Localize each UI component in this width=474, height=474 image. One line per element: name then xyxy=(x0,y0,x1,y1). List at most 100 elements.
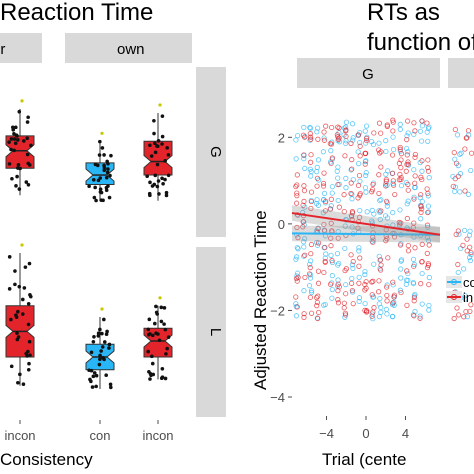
data-point xyxy=(107,342,112,347)
data-point xyxy=(98,357,102,362)
data-point xyxy=(356,274,362,280)
data-point xyxy=(370,239,376,245)
data-point xyxy=(425,157,431,163)
data-point xyxy=(163,376,168,381)
y-tick-label: −2 xyxy=(270,303,285,318)
data-point xyxy=(104,175,109,180)
data-point xyxy=(412,180,418,186)
data-point xyxy=(405,118,411,124)
data-point xyxy=(154,331,158,335)
data-point xyxy=(342,245,348,252)
data-point xyxy=(109,385,113,390)
data-point xyxy=(150,354,154,359)
data-point xyxy=(12,131,16,136)
data-point xyxy=(385,255,391,261)
data-point xyxy=(301,311,307,317)
data-point xyxy=(300,219,306,225)
data-point xyxy=(356,280,362,286)
data-point xyxy=(412,245,418,251)
data-point xyxy=(370,294,376,300)
data-point xyxy=(362,281,368,288)
data-point xyxy=(308,289,315,296)
data-point xyxy=(94,198,98,203)
data-point xyxy=(363,123,370,129)
data-point xyxy=(25,152,30,157)
data-point xyxy=(461,266,467,272)
data-point xyxy=(98,327,102,332)
data-point xyxy=(412,151,418,158)
data-point xyxy=(411,298,417,304)
data-point xyxy=(27,163,32,167)
data-point xyxy=(329,273,335,279)
data-point xyxy=(363,279,369,285)
data-point xyxy=(398,183,405,189)
data-point xyxy=(327,141,333,147)
data-point xyxy=(314,299,320,306)
data-point xyxy=(418,209,424,216)
data-point xyxy=(20,297,25,302)
data-point xyxy=(160,176,164,181)
data-point xyxy=(20,312,25,316)
data-point xyxy=(384,122,390,128)
fit-line-con xyxy=(291,232,441,236)
data-point xyxy=(18,372,22,377)
data-point xyxy=(464,236,470,242)
data-point xyxy=(425,224,431,230)
data-point xyxy=(390,279,396,285)
data-point xyxy=(464,248,470,254)
data-point xyxy=(356,295,363,301)
data-point xyxy=(411,293,418,299)
data-point xyxy=(328,252,334,258)
data-point xyxy=(295,274,301,280)
data-point xyxy=(343,124,349,130)
data-point xyxy=(378,262,384,268)
data-point xyxy=(307,261,313,267)
data-point xyxy=(363,189,369,195)
data-point xyxy=(294,190,300,196)
left-x-axis-title: Consistency xyxy=(0,450,93,469)
data-point xyxy=(392,191,398,198)
data-point xyxy=(404,136,410,143)
data-point xyxy=(293,301,299,307)
data-point xyxy=(411,196,417,202)
data-point xyxy=(357,255,363,261)
data-point xyxy=(165,146,170,150)
data-point xyxy=(391,294,397,300)
data-point xyxy=(322,301,328,308)
strip-own xyxy=(65,33,192,63)
data-point xyxy=(300,132,307,138)
data-point xyxy=(294,245,300,251)
data-point xyxy=(343,282,349,288)
data-point xyxy=(376,314,382,320)
data-point xyxy=(469,150,474,156)
data-point xyxy=(28,293,32,297)
strip-right-G xyxy=(297,58,440,88)
data-point xyxy=(357,178,363,184)
data-point xyxy=(104,332,109,337)
data-point xyxy=(349,224,355,230)
data-point xyxy=(334,251,341,257)
data-point xyxy=(343,128,349,134)
data-point xyxy=(456,231,462,237)
data-point xyxy=(390,178,396,184)
data-point xyxy=(384,298,390,304)
data-point xyxy=(104,373,108,378)
data-point xyxy=(100,146,105,150)
data-point xyxy=(321,221,327,228)
x-tick-label: 0 xyxy=(362,426,369,441)
data-point xyxy=(28,353,32,357)
x-tick-label: −4 xyxy=(319,426,334,441)
data-point xyxy=(425,193,431,199)
data-point xyxy=(335,164,341,170)
data-point xyxy=(355,225,361,231)
data-point xyxy=(398,258,404,264)
data-point xyxy=(92,334,96,339)
data-point xyxy=(314,175,321,181)
data-point xyxy=(102,168,107,173)
data-point xyxy=(302,204,308,210)
data-point xyxy=(166,335,171,339)
data-point xyxy=(329,139,335,145)
data-point xyxy=(162,322,166,326)
legend-label-incon: in xyxy=(463,290,473,305)
left-title: Reaction Time xyxy=(0,0,153,26)
